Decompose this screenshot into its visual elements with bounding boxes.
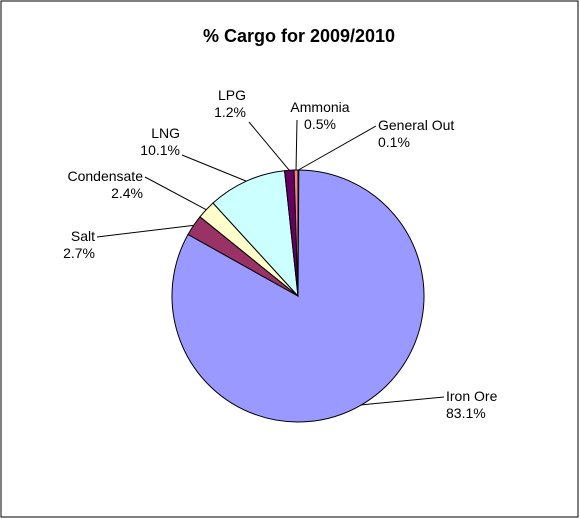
slice-label-value-ammonia: 0.5% [304,116,336,132]
slice-label-name-salt: Salt [71,228,95,244]
pie-slices [171,169,425,423]
slice-label-value-lng: 10.1% [140,142,180,158]
leader-line-condensate [144,176,207,211]
slice-label-name-lng: LNG [151,125,180,141]
slice-label-name-iron-ore: Iron Ore [446,388,498,404]
leader-line-salt [96,224,194,238]
leader-line-lng [181,154,247,182]
slice-label-value-condensate: 2.4% [111,185,143,201]
slice-label-value-general-out: 0.1% [378,134,410,150]
slice-label-name-lpg: LPG [218,87,246,103]
leader-line-ammonia [295,119,298,171]
slice-label-name-ammonia: Ammonia [290,99,349,115]
slice-label-value-salt: 2.7% [63,245,95,261]
slice-label-name-general-out: General Out [378,117,454,133]
slice-label-value-iron-ore: 83.1% [446,405,486,421]
leader-line-iron-ore [361,396,445,406]
slice-label-name-condensate: Condensate [67,168,143,184]
pie-slice-lng [212,170,299,298]
pie-slice-iron-ore [171,169,425,423]
leader-line-general-out [298,125,377,171]
chart-title: % Cargo for 2009/2010 [203,26,395,46]
leader-lines [96,119,445,406]
slice-label-value-lpg: 1.2% [214,104,246,120]
leader-line-lpg [248,121,290,171]
